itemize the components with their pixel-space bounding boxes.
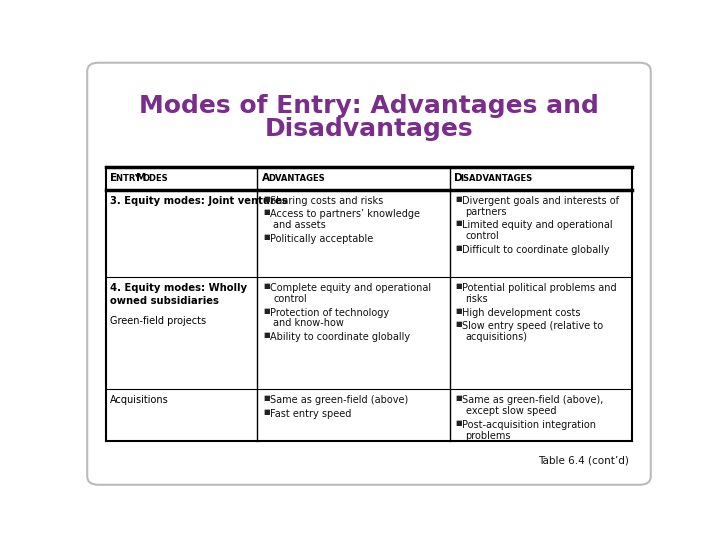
Text: Complete equity and operational: Complete equity and operational — [270, 283, 431, 293]
Text: ODES: ODES — [143, 173, 168, 183]
Text: Fast entry speed: Fast entry speed — [270, 409, 351, 419]
Text: Green-field projects: Green-field projects — [110, 316, 206, 326]
Text: ■: ■ — [456, 308, 462, 314]
Text: ■: ■ — [263, 234, 269, 240]
Text: ■: ■ — [263, 210, 269, 215]
FancyBboxPatch shape — [87, 63, 651, 485]
Text: and assets: and assets — [273, 220, 325, 230]
Text: control: control — [273, 294, 307, 304]
Text: Same as green-field (above): Same as green-field (above) — [270, 395, 408, 406]
Text: owned subsidiaries: owned subsidiaries — [110, 295, 219, 306]
Text: ■: ■ — [263, 409, 269, 415]
Text: High development costs: High development costs — [462, 308, 581, 318]
Text: Divergent goals and interests of: Divergent goals and interests of — [462, 196, 619, 206]
Text: Protection of technology: Protection of technology — [270, 308, 389, 318]
Text: D: D — [454, 173, 463, 183]
Text: Disadvantages: Disadvantages — [265, 117, 473, 141]
Text: Potential political problems and: Potential political problems and — [462, 283, 617, 293]
Text: acquisitions): acquisitions) — [466, 332, 528, 342]
Text: DVANTAGES: DVANTAGES — [268, 173, 325, 183]
Text: Same as green-field (above),: Same as green-field (above), — [462, 395, 603, 406]
Text: ■: ■ — [263, 308, 269, 314]
Text: Modes of Entry: Advantages and: Modes of Entry: Advantages and — [139, 94, 599, 118]
Text: ■: ■ — [263, 196, 269, 202]
Text: M: M — [136, 173, 147, 183]
Text: Ability to coordinate globally: Ability to coordinate globally — [270, 332, 410, 342]
Text: partners: partners — [466, 207, 507, 217]
Text: except slow speed: except slow speed — [466, 406, 556, 416]
Text: ■: ■ — [456, 321, 462, 327]
Text: Post-acquisition integration: Post-acquisition integration — [462, 420, 596, 430]
Text: A: A — [262, 173, 270, 183]
Text: ISADVANTAGES: ISADVANTAGES — [461, 173, 533, 183]
Text: 3. Equity modes: Joint ventures: 3. Equity modes: Joint ventures — [110, 196, 288, 206]
Text: Table 6.4 (cont’d): Table 6.4 (cont’d) — [538, 456, 629, 465]
Text: Sharing costs and risks: Sharing costs and risks — [270, 196, 383, 206]
Text: control: control — [466, 231, 499, 241]
Text: Limited equity and operational: Limited equity and operational — [462, 220, 613, 230]
Text: ■: ■ — [263, 395, 269, 401]
Text: Politically acceptable: Politically acceptable — [270, 234, 373, 244]
Text: NTRY: NTRY — [116, 173, 143, 183]
Text: ■: ■ — [456, 245, 462, 251]
Text: ■: ■ — [456, 420, 462, 426]
Text: ■: ■ — [456, 283, 462, 289]
Text: ■: ■ — [456, 395, 462, 401]
Text: Access to partners’ knowledge: Access to partners’ knowledge — [270, 210, 420, 219]
Text: Acquisitions: Acquisitions — [110, 395, 168, 406]
Text: 4. Equity modes: Wholly: 4. Equity modes: Wholly — [110, 283, 247, 293]
Text: ■: ■ — [263, 332, 269, 338]
Text: ■: ■ — [263, 283, 269, 289]
Text: risks: risks — [466, 294, 488, 304]
Text: and know-how: and know-how — [273, 319, 344, 328]
Text: Difficult to coordinate globally: Difficult to coordinate globally — [462, 245, 610, 255]
Text: ■: ■ — [456, 196, 462, 202]
Text: problems: problems — [466, 431, 511, 441]
Text: Slow entry speed (relative to: Slow entry speed (relative to — [462, 321, 603, 332]
Text: ■: ■ — [456, 220, 462, 226]
Text: E: E — [110, 173, 117, 183]
